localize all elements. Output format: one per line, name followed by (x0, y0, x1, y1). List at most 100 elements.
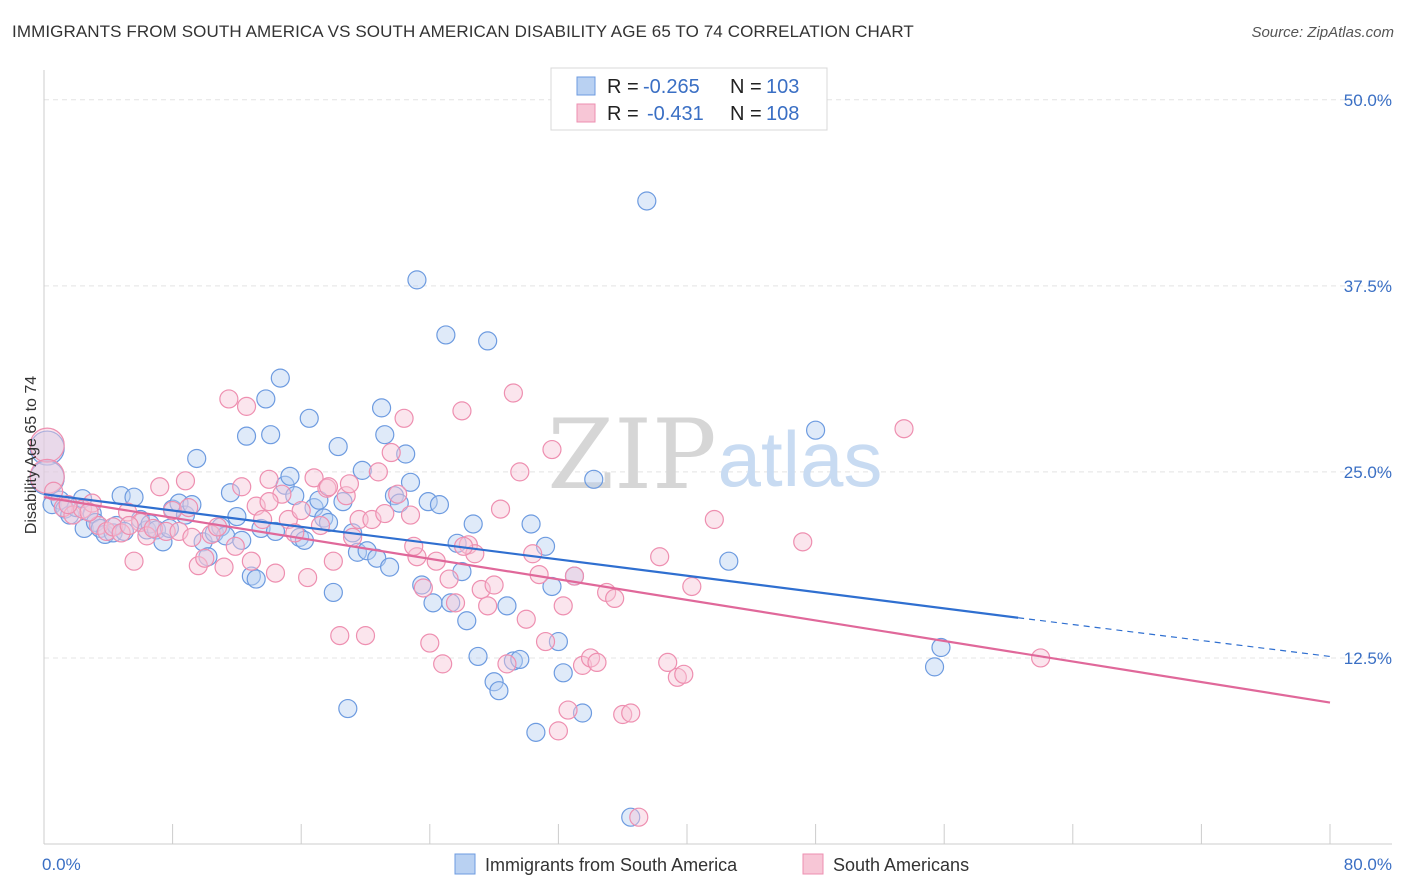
point-1-21 (182, 527, 202, 547)
point-0-42 (261, 425, 281, 445)
stats-r-label-1: R = (607, 103, 639, 125)
point-0-44 (270, 368, 290, 388)
point-1-63 (445, 593, 466, 613)
point-1-62 (439, 569, 459, 589)
point-1-46 (336, 486, 356, 506)
point-0-101 (924, 657, 945, 677)
point-1-69 (484, 575, 504, 595)
watermark-zip: ZIP (547, 399, 716, 511)
chart-title: IMMIGRANTS FROM SOUTH AMERICA VS SOUTH A… (12, 22, 914, 41)
point-1-89 (621, 703, 641, 723)
y-tick-labels: 12.5% 25.0% 37.5% 50.0% (1344, 91, 1392, 668)
point-1-40 (298, 567, 318, 588)
point-0-56 (328, 436, 348, 457)
legend-label-south-americans: South Americans (833, 855, 969, 875)
x-tick-right: 80.0% (1344, 855, 1392, 874)
trend-lines (43, 493, 1331, 704)
point-1-23 (195, 548, 215, 568)
point-1-54 (388, 484, 408, 504)
point-1-73 (510, 462, 530, 482)
point-1-72 (503, 383, 523, 403)
source-label: Source: ZipAtlas.com (1251, 24, 1394, 41)
point-0-72 (412, 575, 432, 595)
point-1-4 (63, 505, 83, 525)
point-1-56 (400, 505, 421, 525)
point-0-39 (246, 569, 266, 589)
point-0-76 (436, 325, 456, 345)
point-1-12 (124, 551, 144, 571)
point-0-64 (371, 398, 392, 418)
point-1-0 (29, 427, 65, 463)
stats-n-value-0: 103 (766, 76, 799, 98)
point-1-28 (225, 536, 245, 556)
point-1-55 (394, 408, 414, 428)
point-0-73 (418, 492, 438, 512)
point-1-24 (201, 524, 221, 545)
point-0-65 (375, 425, 395, 445)
point-1-74 (516, 609, 536, 629)
point-0-102 (931, 637, 951, 658)
point-0-66 (380, 557, 400, 577)
point-1-91 (650, 547, 670, 567)
point-1-22 (188, 556, 208, 576)
point-0-55 (323, 582, 343, 603)
stats-legend-box (550, 67, 828, 131)
trend-line-1 (43, 496, 1331, 704)
bottom-legend: Immigrants from South America South Amer… (454, 853, 969, 875)
point-0-75 (429, 495, 450, 515)
point-0-85 (489, 681, 509, 701)
point-0-103 (621, 807, 641, 827)
point-1-87 (605, 588, 625, 609)
point-1-98 (894, 419, 914, 439)
point-1-26 (214, 557, 234, 577)
point-0-61 (352, 460, 372, 480)
point-0-41 (256, 389, 276, 409)
point-1-16 (150, 477, 170, 497)
point-1-85 (587, 652, 607, 673)
point-0-99 (719, 551, 739, 571)
point-1-102 (339, 474, 360, 494)
axes (43, 70, 1392, 845)
stats-n-label-1: N = (730, 103, 762, 125)
point-1-53 (381, 442, 401, 463)
point-1-67 (471, 579, 491, 600)
legend-swatch-immigrants (454, 853, 476, 875)
point-1-27 (219, 389, 239, 409)
point-0-97 (584, 469, 604, 489)
y-tick-label-3: 50.0% (1344, 91, 1392, 110)
point-1-83 (572, 655, 593, 675)
point-1-41 (304, 468, 324, 488)
point-0-35 (227, 506, 247, 527)
point-0-71 (407, 270, 427, 290)
point-1-45 (330, 626, 350, 646)
trend-line-0 (43, 493, 1019, 619)
point-1-10 (111, 523, 131, 543)
stats-n-label-0: N = (730, 76, 762, 98)
point-0-34 (220, 483, 241, 503)
point-1-88 (613, 704, 633, 725)
point-1-71 (497, 654, 517, 674)
point-0-58 (338, 698, 358, 719)
point-0-57 (333, 492, 353, 512)
point-1-33 (253, 509, 273, 530)
point-1-107 (79, 502, 99, 522)
point-1-52 (375, 503, 395, 524)
point-0-50 (299, 408, 319, 428)
trend-line-extension-0 (1018, 617, 1331, 658)
point-1-20 (175, 471, 196, 491)
x-tick-left: 0.0% (42, 855, 81, 874)
point-1-94 (674, 664, 694, 684)
point-0-46 (280, 466, 300, 486)
point-0-82 (468, 646, 488, 667)
point-1-79 (548, 721, 569, 741)
point-1-75 (523, 544, 543, 564)
point-1-59 (420, 633, 440, 653)
y-tick-label-1: 25.0% (1344, 463, 1392, 482)
point-0-100 (805, 420, 826, 440)
point-1-104 (259, 492, 279, 512)
point-1-39 (291, 500, 311, 521)
watermark-atlas: atlas (718, 415, 883, 503)
point-0-80 (457, 611, 477, 631)
legend-swatch-south-americans (802, 853, 824, 875)
